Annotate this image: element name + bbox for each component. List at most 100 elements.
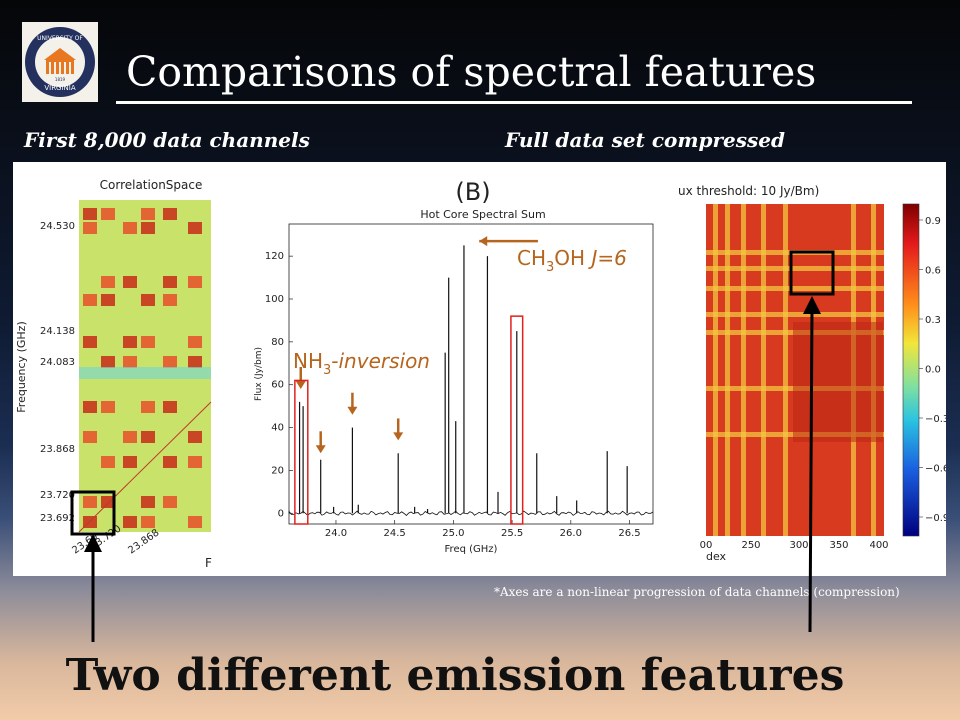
spectrum-xtick-label: 26.5	[618, 528, 640, 539]
left-ytick-label: 23.720	[40, 490, 75, 501]
left-matrix-block	[141, 294, 155, 306]
nh3-arrow-head	[295, 381, 306, 389]
left-plot-yticks: 24.530 24.138 24.083 23.868 23.720 23.692	[40, 221, 75, 524]
spectrum-ytick-label: 120	[265, 251, 284, 262]
left-matrix-block	[83, 431, 97, 443]
spectrum-xtick-label: 25.0	[442, 528, 464, 539]
highlight-box-ch3oh	[510, 315, 524, 525]
left-matrix-block	[141, 431, 155, 443]
nh3-label: NH3-inversion	[293, 349, 430, 378]
spectrum-xticks: 24.0 24.5 25.0 25.5 26.0 26.5	[325, 520, 641, 539]
right-matrix-stripe-v	[741, 204, 746, 536]
left-matrix-block	[123, 431, 137, 443]
left-matrix-block	[141, 222, 155, 234]
spectrum-xtick-label: 25.5	[501, 528, 523, 539]
university-logo: UNIVERSITY OF VIRGINIA 1819	[22, 22, 98, 102]
left-matrix-block	[101, 276, 115, 288]
spectrum-baseline	[288, 510, 654, 516]
figure-panel: CorrelationSpace Frequency (GHz) 24.530 2…	[13, 162, 946, 576]
left-ytick-label: 23.868	[40, 444, 75, 455]
nh3-arrow-head	[393, 432, 404, 441]
spectrum-yticks: 0 20 40 60 80 100 120	[265, 251, 293, 519]
left-matrix-block	[188, 222, 202, 234]
spectrum-ytick-label: 100	[265, 294, 284, 305]
left-matrix-block	[101, 294, 115, 306]
colorbar-tick-label: −0.9	[925, 513, 946, 524]
left-matrix-block	[141, 336, 155, 348]
left-matrix-block	[141, 516, 155, 528]
highlight-box-nh3	[294, 379, 309, 525]
left-matrix-block	[123, 456, 137, 468]
spectrum-chart: (B) Hot Core Spectral Sum 24.0 24.5 25.0 25…	[249, 172, 672, 567]
right-xtick-label: 300	[789, 540, 808, 551]
right-matrix-stripe-h	[706, 286, 884, 291]
right-plot-title-fragment: ux threshold: 10 Jy/Bm)	[678, 184, 819, 198]
left-matrix-block	[188, 456, 202, 468]
left-ytick-label: 23.692	[40, 513, 75, 524]
right-xtick-label: 250	[741, 540, 760, 551]
left-matrix-blocks	[79, 208, 211, 528]
left-matrix-block	[188, 276, 202, 288]
university-seal-icon: UNIVERSITY OF VIRGINIA 1819	[25, 27, 95, 97]
right-xtick-label: 00	[700, 540, 713, 551]
spectrum-xtick-label: 26.0	[560, 528, 582, 539]
left-matrix-block	[123, 356, 137, 368]
spectrum-xtick-label: 24.5	[384, 528, 406, 539]
left-matrix-block	[163, 496, 177, 508]
colorbar-tick-label: 0.3	[925, 315, 941, 326]
left-matrix-block	[83, 222, 97, 234]
right-matrix-stripe-v	[725, 204, 730, 536]
spectrum-ytick-label: 60	[271, 380, 284, 391]
colorbar-tick-label: 0.0	[925, 365, 941, 376]
ch3oh-arrow-head	[479, 236, 488, 247]
left-plot-xlabel-fragment: F	[205, 556, 212, 570]
left-matrix-block	[123, 516, 137, 528]
left-matrix-block	[83, 294, 97, 306]
left-ytick-label: 24.138	[40, 326, 75, 337]
left-matrix-block	[188, 516, 202, 528]
left-matrix-block	[123, 276, 137, 288]
spectrum-ytick-label: 40	[271, 423, 284, 434]
logo-line1: UNIVERSITY OF	[37, 35, 83, 42]
left-matrix-block	[83, 336, 97, 348]
spectrum-ytick-label: 80	[271, 337, 284, 348]
nh3-arrow-head	[347, 406, 358, 415]
left-matrix-block	[141, 208, 155, 220]
left-matrix-block	[83, 401, 97, 413]
left-matrix-block	[163, 294, 177, 306]
slide-title: Comparisons of spectral features	[126, 48, 817, 96]
left-matrix-block	[141, 496, 155, 508]
left-matrix-block	[123, 336, 137, 348]
bottom-headline: Two different emission features	[65, 650, 845, 701]
right-matrix-stripe-h	[706, 266, 884, 271]
colorbar	[902, 203, 920, 537]
spectrum-ytick-label: 0	[278, 508, 284, 519]
left-matrix-block	[83, 208, 97, 220]
colorbar-tick-label: 0.9	[925, 216, 941, 227]
left-plot-ylabel: Frequency (GHz)	[15, 321, 28, 412]
right-emission-box	[789, 250, 835, 296]
right-matrix-stripe-h	[706, 312, 884, 317]
right-matrix-stripe-v	[761, 204, 766, 536]
left-matrix-block	[163, 456, 177, 468]
right-matrix-block	[793, 322, 883, 442]
left-matrix-block	[163, 401, 177, 413]
colorbar-tick-label: −0.6	[925, 464, 946, 475]
spectrum-ylabel: Flux (Jy/bm)	[254, 347, 264, 401]
figure-svg: CorrelationSpace Frequency (GHz) 24.5302…	[15, 172, 946, 570]
nh3-annotation: NH3-inversion	[293, 349, 430, 378]
logo-line2: VIRGINIA	[44, 84, 76, 92]
ch3oh-annotation: CH3OH J=6	[517, 246, 627, 275]
left-matrix-block	[163, 276, 177, 288]
title-underline	[116, 101, 912, 104]
right-plot-xticks: 00 250 300 350 400	[700, 540, 889, 551]
colorbar-ticks: 0.9 0.6 0.3 0.0 −0.3 −0.6 −0.9	[919, 216, 946, 524]
left-matrix-block	[123, 222, 137, 234]
right-matrix-stripe-v	[713, 204, 718, 536]
right-plot-xlabel-fragment: dex	[706, 550, 727, 563]
left-matrix-block	[163, 208, 177, 220]
left-matrix-block	[101, 208, 115, 220]
spectrum-ytick-label: 20	[271, 465, 284, 476]
colorbar-tick-label: −0.3	[925, 414, 946, 425]
logo-year: 1819	[55, 77, 66, 82]
